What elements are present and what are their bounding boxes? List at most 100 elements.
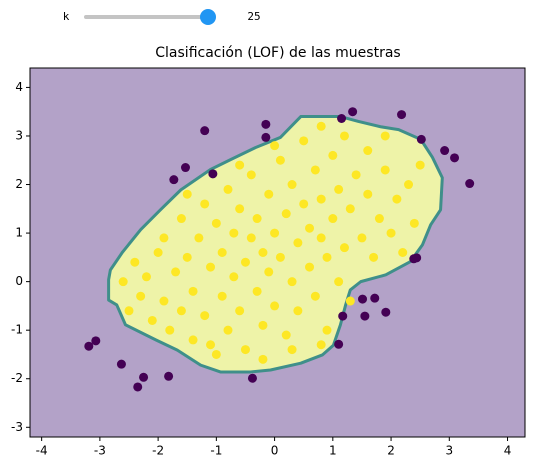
- point: [328, 150, 338, 160]
- chart-title: Clasificación (LOF) de las muestras: [155, 45, 400, 61]
- plot-frame: [29, 67, 526, 438]
- point: [261, 119, 271, 129]
- point: [316, 194, 326, 204]
- point: [188, 286, 198, 296]
- point: [165, 325, 175, 335]
- point: [337, 113, 347, 123]
- point: [229, 272, 239, 282]
- y-tick-label: 4: [15, 80, 23, 94]
- point: [211, 349, 221, 359]
- y-tick-label: 1: [15, 226, 23, 240]
- point: [171, 267, 181, 277]
- point: [348, 107, 358, 117]
- y-tick-label: -3: [11, 420, 23, 434]
- point: [223, 325, 233, 335]
- point: [258, 320, 268, 330]
- inlier-region: [107, 115, 444, 374]
- point: [381, 307, 391, 317]
- point: [261, 132, 271, 142]
- x-tick-label: 1: [329, 444, 337, 458]
- point: [369, 252, 379, 262]
- point: [345, 296, 355, 306]
- point: [211, 218, 221, 228]
- point: [305, 223, 315, 233]
- x-tick-label: -2: [152, 444, 164, 458]
- x-tick-label: 3: [445, 444, 453, 458]
- point: [386, 228, 396, 238]
- point: [153, 248, 163, 257]
- point: [264, 189, 274, 199]
- point: [339, 131, 349, 141]
- point: [159, 296, 169, 306]
- point: [328, 214, 338, 224]
- point: [130, 257, 140, 267]
- point: [270, 228, 280, 238]
- point: [258, 354, 268, 364]
- point: [322, 252, 332, 262]
- point: [392, 194, 402, 204]
- point: [299, 136, 309, 146]
- y-tick-label: 3: [15, 128, 23, 142]
- point: [409, 218, 419, 228]
- point: [247, 373, 257, 383]
- point: [258, 248, 268, 257]
- point: [176, 306, 186, 316]
- point: [370, 293, 380, 303]
- point: [440, 146, 450, 156]
- y-tick-label: 0: [15, 274, 23, 288]
- point: [91, 336, 101, 346]
- point: [322, 325, 332, 335]
- point: [240, 257, 250, 267]
- point: [415, 160, 425, 170]
- y-tick-label: -1: [11, 323, 23, 337]
- point: [380, 131, 390, 141]
- point: [246, 233, 256, 243]
- point: [310, 291, 320, 301]
- point: [164, 371, 174, 381]
- point: [252, 286, 262, 296]
- y-tick-label: 2: [15, 177, 23, 191]
- point: [358, 294, 368, 304]
- point: [141, 272, 151, 282]
- x-tick-label: -4: [36, 444, 48, 458]
- point: [84, 341, 94, 351]
- point: [159, 233, 169, 243]
- point: [240, 345, 250, 355]
- point: [374, 214, 384, 224]
- point: [139, 372, 149, 382]
- point: [252, 214, 262, 224]
- point: [338, 311, 348, 321]
- point: [116, 359, 126, 369]
- y-tick-label: -2: [11, 371, 23, 385]
- point: [270, 301, 280, 311]
- point: [287, 180, 297, 190]
- point: [200, 199, 210, 209]
- x-tick-label: -3: [94, 444, 106, 458]
- point: [176, 214, 186, 224]
- point: [208, 169, 218, 179]
- point: [206, 262, 216, 272]
- point: [360, 311, 370, 321]
- point: [235, 160, 245, 170]
- slider-knob[interactable]: [200, 9, 216, 25]
- point: [363, 146, 373, 156]
- point: [345, 204, 355, 214]
- point: [299, 199, 309, 209]
- point: [404, 180, 414, 190]
- point: [363, 189, 373, 199]
- point: [275, 155, 285, 165]
- point: [412, 253, 422, 263]
- point: [351, 170, 361, 180]
- point: [465, 179, 475, 189]
- point: [450, 153, 460, 163]
- point: [229, 228, 239, 238]
- point: [287, 345, 297, 355]
- slider-value: 25: [247, 10, 260, 23]
- x-tick-label: -1: [210, 444, 222, 458]
- point: [169, 175, 179, 185]
- point: [334, 184, 344, 194]
- point: [270, 141, 280, 151]
- slider-label: k: [63, 10, 70, 23]
- point: [118, 277, 128, 287]
